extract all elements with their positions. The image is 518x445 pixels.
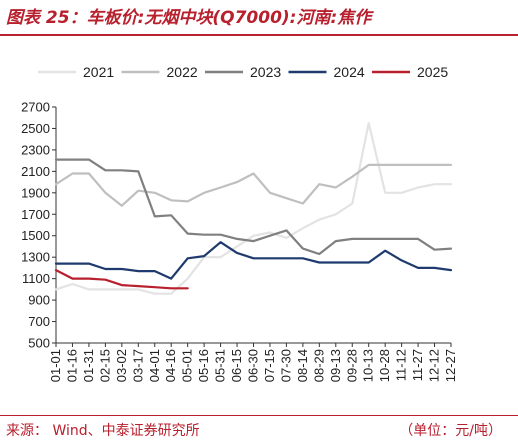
title-rule <box>0 34 518 36</box>
x-tick-label: 09-28 <box>344 349 359 382</box>
x-tick-label: 11-12 <box>394 349 409 381</box>
series-line-2021 <box>54 122 453 295</box>
x-tick-label: 03-17 <box>130 349 145 382</box>
plot-lines <box>54 122 453 295</box>
x-tick-label: 04-16 <box>163 349 178 382</box>
x-tick-label: 05-31 <box>213 349 228 382</box>
y-tick-label: 1900 <box>21 185 50 200</box>
y-tick-label: 1300 <box>21 250 50 265</box>
x-tick-label: 03-02 <box>114 349 129 382</box>
legend-label-2023: 2023 <box>250 64 281 80</box>
x-tick-label: 12-12 <box>427 349 442 382</box>
y-tick-label: 2500 <box>21 121 50 136</box>
x-tick-label: 01-16 <box>64 349 79 382</box>
y-tick-label: 500 <box>28 336 50 351</box>
series-line-2022 <box>54 163 453 207</box>
x-tick-label: 07-30 <box>278 349 293 382</box>
x-tick-label: 02-15 <box>97 349 112 382</box>
x-tick-label: 06-30 <box>246 349 261 382</box>
legend-label-2024: 2024 <box>334 64 365 80</box>
y-tick-label: 2300 <box>21 142 50 157</box>
y-tick-label: 1700 <box>21 207 50 222</box>
legend-label-2022: 2022 <box>167 64 198 80</box>
x-tick-label: 07-15 <box>262 349 277 382</box>
unit-note: （单位：元/吨） <box>399 423 502 439</box>
x-tick-label: 04-01 <box>147 349 162 382</box>
x-tick-label: 12-27 <box>443 349 458 382</box>
line-chart: 2021 2022 2023 2024 2025 500 700 900 1100 1300 15… <box>21 64 458 382</box>
x-tick-label: 10-28 <box>377 349 392 382</box>
figure-title: 图表 25：车板价:无烟中块(Q7000):河南:焦作 <box>6 8 372 28</box>
x-tick-label: 05-16 <box>196 349 211 382</box>
y-tick-label: 900 <box>28 293 50 308</box>
legend-label-2021: 2021 <box>83 64 114 80</box>
legend: 2021 2022 2023 2024 2025 <box>38 64 448 80</box>
y-axis: 500 700 900 1100 1300 1500 1700 1900 2100 2300 250… <box>21 100 57 351</box>
series-line-2024 <box>54 241 453 280</box>
y-tick-label: 1100 <box>22 271 50 286</box>
x-tick-label: 08-29 <box>311 349 326 382</box>
x-tick-label: 09-13 <box>328 349 343 382</box>
source-rule <box>0 415 518 416</box>
x-tick-label: 01-01 <box>48 349 63 382</box>
y-tick-label: 700 <box>28 314 50 329</box>
y-tick-label: 2700 <box>21 100 50 115</box>
y-tick-label: 1500 <box>21 228 50 243</box>
x-axis: 01-01 01-16 01-31 02-15 03-02 03-17 04-01 04-16… <box>48 342 458 382</box>
x-tick-label: 08-14 <box>295 349 310 382</box>
series-line-2023 <box>54 158 453 256</box>
x-tick-label: 10-13 <box>361 349 376 382</box>
x-tick-label: 06-15 <box>229 349 244 382</box>
source-note: 来源： Wind、中泰证券研究所 <box>6 423 200 439</box>
x-tick-label: 05-01 <box>180 349 195 382</box>
legend-label-2025: 2025 <box>417 64 448 80</box>
x-tick-label: 11-27 <box>410 349 425 381</box>
series-line-2025 <box>54 269 189 290</box>
x-tick-label: 01-31 <box>81 349 96 382</box>
y-tick-label: 2100 <box>21 164 50 179</box>
